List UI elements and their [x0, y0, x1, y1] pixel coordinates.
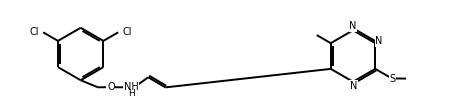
Text: N: N: [349, 21, 357, 31]
Text: N: N: [375, 36, 383, 46]
Text: Cl: Cl: [29, 27, 39, 37]
Text: Cl: Cl: [122, 27, 132, 37]
Text: O: O: [107, 82, 115, 92]
Text: H: H: [128, 89, 134, 98]
Text: S: S: [389, 74, 395, 84]
Text: NH: NH: [124, 82, 139, 92]
Text: N: N: [350, 81, 357, 91]
